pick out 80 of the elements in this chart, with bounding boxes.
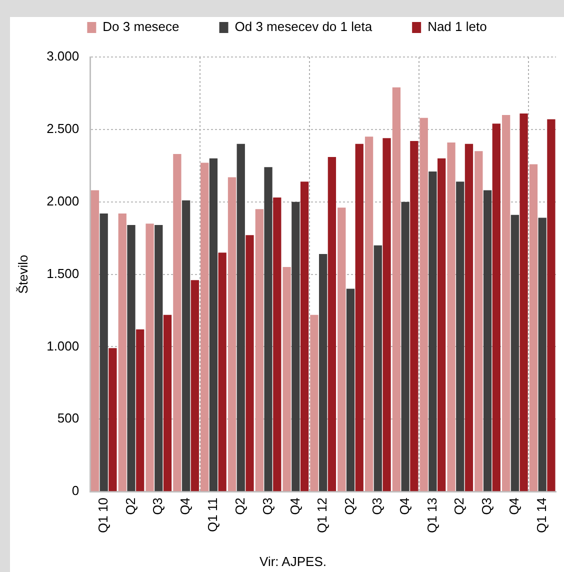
bar xyxy=(255,209,264,492)
bar xyxy=(90,190,100,492)
bar xyxy=(264,167,272,492)
bar xyxy=(182,200,190,492)
bar xyxy=(456,182,464,492)
y-tick-label: 1.000 xyxy=(46,338,80,354)
bar xyxy=(146,224,154,492)
bar xyxy=(300,182,309,492)
bar xyxy=(474,151,483,492)
x-tick-label: Q4 xyxy=(396,498,412,515)
bar xyxy=(163,314,172,492)
bar xyxy=(236,144,245,492)
bar xyxy=(136,329,144,492)
x-tick-label: Q4 xyxy=(506,498,522,515)
x-tick-label: Q3 xyxy=(150,498,166,515)
bar xyxy=(410,141,418,492)
y-axis-title: Število xyxy=(15,254,30,294)
x-tick-label: Q1 11 xyxy=(205,498,220,532)
bar xyxy=(538,218,546,492)
x-tick-label: Q1 10 xyxy=(95,498,110,534)
bar xyxy=(428,171,437,492)
bar xyxy=(108,348,117,492)
x-tick-label: Q2 xyxy=(452,498,467,515)
bar xyxy=(190,280,199,492)
bar xyxy=(483,190,492,492)
x-tick-label: Q1 14 xyxy=(534,498,549,534)
x-tick-label: Q1 12 xyxy=(314,498,330,534)
bar xyxy=(420,118,428,492)
y-tick-label: 3.000 xyxy=(46,48,80,64)
x-tick-label: Q3 xyxy=(479,498,494,515)
y-tick-label: 0 xyxy=(72,483,80,498)
x-tick-label: Q3 xyxy=(260,498,275,515)
bar xyxy=(374,245,382,492)
bar xyxy=(382,138,391,492)
bar xyxy=(338,208,346,492)
bar xyxy=(228,177,236,492)
bar xyxy=(364,136,374,492)
x-tick-label: Q2 xyxy=(342,498,358,515)
y-tick-label: 2.000 xyxy=(46,193,80,208)
bar xyxy=(310,314,318,492)
bar xyxy=(529,164,538,492)
bar xyxy=(464,144,474,492)
bar xyxy=(100,213,108,492)
x-tick-label: Q3 xyxy=(369,498,384,515)
bar xyxy=(502,114,510,492)
bar xyxy=(355,144,364,492)
legend-label: Nad 1 leto xyxy=(428,19,487,34)
bar xyxy=(328,156,336,492)
bar xyxy=(346,288,355,492)
y-tick-label: 2.500 xyxy=(46,121,80,136)
text: Vir: AJPES. xyxy=(260,554,326,569)
bar xyxy=(547,119,556,492)
bar xyxy=(246,235,254,492)
x-tick-label: Q2 xyxy=(232,498,248,515)
bar xyxy=(127,225,136,492)
x-tick-label: Q4 xyxy=(287,498,302,515)
x-tick-label: Q2 xyxy=(122,498,138,515)
bar xyxy=(438,158,446,492)
bar xyxy=(392,87,401,492)
bar xyxy=(118,213,126,492)
bar xyxy=(273,198,282,492)
bar xyxy=(319,254,328,492)
x-tick-label: Q1 13 xyxy=(424,498,440,534)
bar xyxy=(510,214,520,492)
x-tick-label: Q4 xyxy=(178,498,193,515)
bar xyxy=(200,162,209,492)
bar xyxy=(292,202,300,492)
bar xyxy=(218,252,226,492)
bar xyxy=(401,202,410,492)
y-tick-label: 500 xyxy=(57,410,80,426)
bar xyxy=(447,142,456,492)
legend-label: Do 3 mesece xyxy=(102,19,180,34)
bar xyxy=(520,113,528,492)
y-tick-label: 1.500 xyxy=(46,266,80,281)
bar xyxy=(282,267,291,492)
bar xyxy=(209,158,218,492)
bar xyxy=(173,154,182,492)
legend-label: Od 3 mesecev do 1 leta xyxy=(234,19,373,34)
bar xyxy=(154,225,163,492)
bar xyxy=(492,124,500,492)
